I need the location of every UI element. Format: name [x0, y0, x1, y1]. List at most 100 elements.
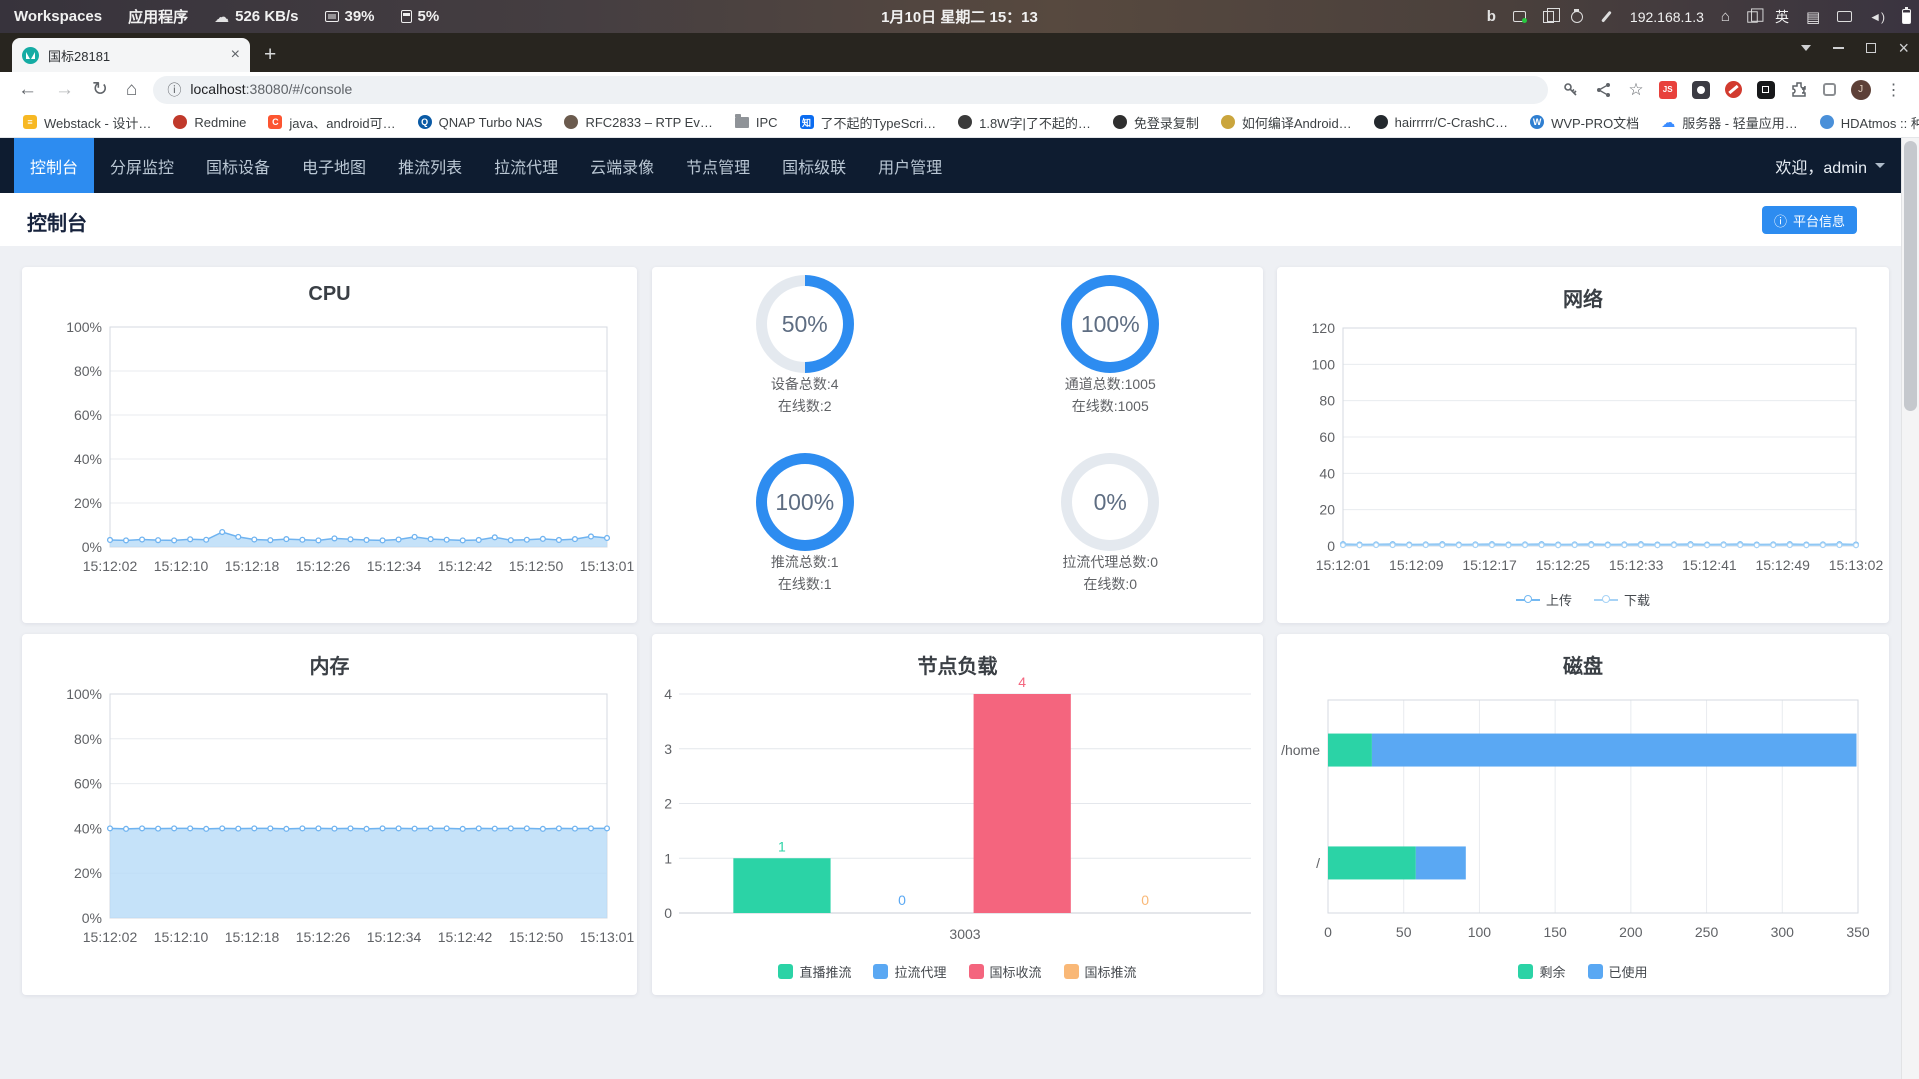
svg-text:250: 250 [1695, 924, 1719, 940]
memory-chart[interactable]: 0% 20% 40% 60% 80% 100% 15:12:02 15:12:10 15:12:… [34, 686, 634, 990]
back-button[interactable]: ← [18, 78, 37, 100]
window-maximize-button[interactable] [1866, 43, 1877, 53]
legend-item[interactable]: 拉流代理 [873, 962, 947, 981]
legend-item[interactable]: 上传 [1515, 590, 1572, 609]
volume-icon[interactable]: ◄) [1869, 9, 1885, 24]
workspaces-button[interactable]: Workspaces [14, 8, 102, 25]
scrollbar-thumb[interactable] [1904, 141, 1917, 411]
cpu-chart[interactable]: 0% 20% 40% 60% 80% 100% 15:12:02 15:12:10 15:12:… [34, 319, 634, 619]
applications-button[interactable]: 应用程序 [128, 6, 188, 27]
bookmark-item[interactable]: 知 了不起的TypeScri… [791, 109, 946, 136]
tab-search-chevron-icon[interactable] [1801, 45, 1812, 51]
workspace-switcher-icon[interactable] [1747, 7, 1764, 23]
bookmark-star-icon[interactable]: ☆ [1628, 79, 1644, 99]
svg-text:0%: 0% [82, 539, 102, 555]
legend-label: 直播推流 [799, 965, 852, 980]
nav-item-5[interactable]: 拉流代理 [494, 159, 559, 177]
tray-b-icon[interactable]: b [1486, 8, 1496, 25]
bookmark-item[interactable]: C java、android可… [259, 109, 404, 136]
platform-info-button[interactable]: ⓘ 平台信息 [1761, 206, 1857, 234]
tray-recorder-icon[interactable] [1512, 11, 1527, 23]
legend-item[interactable]: 已使用 [1587, 962, 1648, 981]
browser-menu-icon[interactable]: ⋮ [1885, 81, 1902, 99]
password-key-icon[interactable] [1562, 81, 1580, 99]
svg-text:/home: /home [1281, 742, 1320, 758]
bookmark-item[interactable]: 1.8W字|了不起的… [949, 109, 1100, 136]
bookmark-item[interactable]: Q QNAP Turbo NAS [409, 111, 552, 134]
site-info-icon[interactable]: ⓘ [167, 81, 182, 98]
window-close-button[interactable]: × [1898, 38, 1909, 58]
extension-cup-icon[interactable] [1691, 80, 1710, 99]
forward-button[interactable]: → [55, 78, 74, 100]
bookmark-label: IPC [755, 114, 778, 130]
extension-square-icon[interactable] [1822, 83, 1836, 96]
browser-tab[interactable]: 国标28181 × [12, 38, 250, 72]
svg-text:0%: 0% [82, 910, 102, 926]
bookmark-item[interactable]: 免登录复制 [1104, 109, 1208, 136]
cpu-chip-icon [324, 11, 339, 22]
extensions-puzzle-icon[interactable] [1790, 81, 1808, 99]
bookmark-item[interactable]: ≡ Webstack - 设计… [14, 109, 160, 136]
node-load-chart[interactable]: 0 1 2 3 4 1 0 4 0 3003 [664, 674, 1255, 948]
bookmark-item[interactable]: HDAtmos :: 种子"… [1811, 109, 1919, 136]
tray-tool-icon[interactable] [1600, 10, 1613, 23]
page-scrollbar[interactable] [1901, 138, 1919, 1079]
nav-item-3[interactable]: 电子地图 [302, 159, 367, 177]
reload-button[interactable]: ↻ [92, 79, 108, 100]
input-method-indicator[interactable]: 英 [1774, 8, 1789, 25]
legend-label: 国标收流 [989, 965, 1042, 980]
nav-item-1[interactable]: 分屏监控 [110, 159, 175, 177]
nav-item-0[interactable]: 控制台 [14, 138, 95, 193]
bookmark-item[interactable]: Redmine [164, 111, 255, 134]
legend-item[interactable]: 直播推流 [778, 962, 851, 981]
tray-ip-label[interactable]: 192.168.1.3 [1629, 8, 1704, 25]
nav-item-9[interactable]: 用户管理 [878, 159, 943, 177]
svg-text:120: 120 [1312, 320, 1336, 336]
extension-blocker-icon[interactable] [1724, 81, 1742, 98]
keyboard-icon[interactable]: ▤ [1805, 8, 1821, 26]
profile-avatar[interactable]: J [1850, 79, 1871, 100]
bookmark-item[interactable]: W WVP-PRO文档 [1521, 109, 1648, 136]
tray-clipboard-icon[interactable] [1542, 7, 1560, 23]
battery-icon[interactable] [1902, 6, 1911, 24]
home-tray-icon[interactable]: ⌂ [1720, 8, 1730, 25]
nav-item-2[interactable]: 国标设备 [206, 159, 271, 177]
extension-dark-square-icon[interactable] [1756, 80, 1775, 99]
cpu-usage-indicator[interactable]: 39% [324, 8, 375, 25]
bookmark-item[interactable]: RFC2833 – RTP Ev… [555, 111, 721, 134]
bookmark-item[interactable]: IPC [726, 111, 787, 134]
extension-js-icon[interactable]: JS [1658, 80, 1677, 99]
share-icon[interactable] [1595, 81, 1613, 99]
bookmark-item[interactable]: ☁ 服务器 - 轻量应用… [1652, 109, 1807, 136]
svg-text:350: 350 [1846, 924, 1870, 940]
nav-item-8[interactable]: 国标级联 [782, 159, 847, 177]
network-chart[interactable]: 0 20 40 60 80 100 120 15:12:01 15:12:09 15:12:17 1… [1289, 319, 1884, 581]
legend-item[interactable]: 国标推流 [1063, 962, 1137, 981]
address-bar[interactable]: ⓘ localhost:38080/#/console [153, 75, 1549, 104]
tab-close-icon[interactable]: × [230, 46, 240, 63]
stat-online-label: 在线数:2 [777, 398, 832, 414]
legend-item[interactable]: 剩余 [1518, 962, 1566, 981]
tray-jar-icon[interactable] [1570, 8, 1583, 23]
network-speed-indicator[interactable]: ☁ 526 KB/s [214, 8, 298, 26]
memory-usage-indicator[interactable]: 5% [400, 8, 439, 25]
legend-item[interactable]: 下载 [1594, 590, 1650, 609]
clock[interactable]: 1月10日 星期二 15：13 [881, 6, 1038, 27]
legend-item[interactable]: 国标收流 [968, 962, 1042, 981]
user-menu[interactable]: 欢迎，admin [1775, 138, 1885, 193]
bookmark-favicon-icon [564, 115, 579, 129]
svg-text:60%: 60% [74, 407, 102, 423]
bookmark-item[interactable]: hairrrrr/C-CrashC… [1365, 111, 1517, 134]
display-icon[interactable] [1837, 11, 1853, 22]
disk-chart[interactable]: 0 50 100 150 200 250 300 350/home / [1281, 686, 1877, 948]
bookmark-item[interactable]: 如何编译Android… [1212, 109, 1361, 136]
nav-item-7[interactable]: 节点管理 [686, 159, 751, 177]
app-nav-bar: 控制台 分屏监控 国标设备 电子地图 推流列表 拉流代理 云端录像 节点管理 国标级联 用户管理 … [0, 138, 1901, 193]
window-minimize-button[interactable] [1833, 47, 1845, 49]
home-button[interactable]: ⌂ [125, 78, 138, 100]
stat-total-label: 拉流代理总数:0 [1062, 554, 1159, 570]
nav-item-4[interactable]: 推流列表 [398, 159, 463, 177]
nav-item-6[interactable]: 云端录像 [590, 159, 655, 177]
svg-text:4: 4 [664, 686, 672, 702]
new-tab-button[interactable]: + [264, 43, 277, 66]
